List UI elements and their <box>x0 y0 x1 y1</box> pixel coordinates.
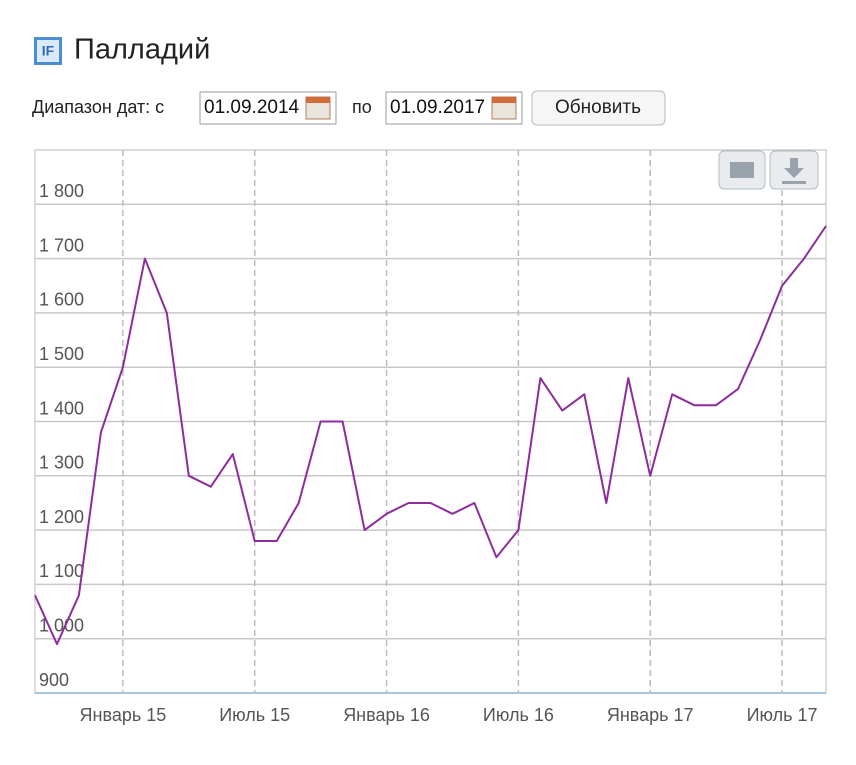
page-title: Палладий <box>74 34 210 66</box>
y-tick-label: 1 300 <box>39 453 84 473</box>
y-tick-label: 1 200 <box>39 507 84 527</box>
y-tick-label: 900 <box>39 670 69 690</box>
logo-inner <box>37 40 59 62</box>
logo-text: IF <box>42 43 55 59</box>
calendar-icon-top <box>492 97 516 103</box>
date-to: 01.09.2017 <box>390 97 485 118</box>
to-label: по <box>352 97 372 117</box>
date-from: 01.09.2014 <box>204 97 300 118</box>
download-icon <box>782 158 806 184</box>
x-tick-label: Июль 17 <box>747 705 818 725</box>
x-tick-label: Июль 16 <box>483 705 554 725</box>
range-label: Диапазон дат: с <box>32 97 164 117</box>
y-tick-label: 1 600 <box>39 290 84 310</box>
refresh-button-label: Обновить <box>555 97 641 118</box>
x-tick-label: Январь 17 <box>607 705 694 725</box>
x-tick-label: Январь 15 <box>80 705 167 725</box>
refresh-button[interactable] <box>531 90 666 126</box>
y-tick-label: 1 400 <box>39 398 84 418</box>
y-tick-label: 1 500 <box>39 344 84 364</box>
print-icon <box>730 162 754 178</box>
y-tick-label: 1 700 <box>39 235 84 255</box>
y-tick-label: 1 800 <box>39 181 84 201</box>
calendar-icon-top <box>306 97 330 103</box>
y-tick-label: 1 100 <box>39 561 84 581</box>
x-tick-label: Июль 15 <box>219 705 290 725</box>
x-tick-label: Январь 16 <box>343 705 430 725</box>
price-line <box>34 225 827 646</box>
